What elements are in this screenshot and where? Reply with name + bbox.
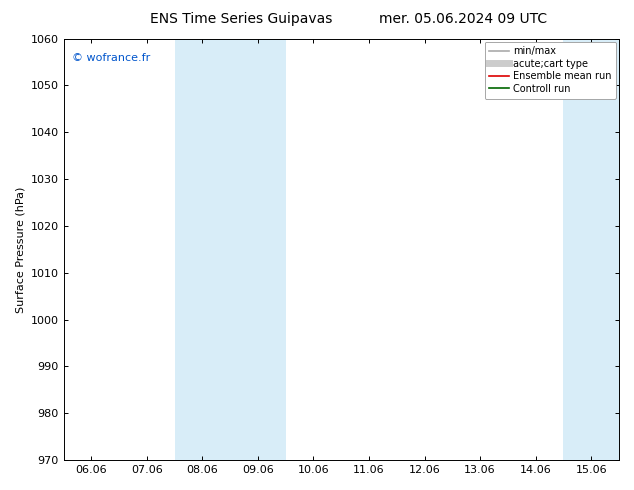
Legend: min/max, acute;cart type, Ensemble mean run, Controll run: min/max, acute;cart type, Ensemble mean … [484, 42, 616, 98]
Text: mer. 05.06.2024 09 UTC: mer. 05.06.2024 09 UTC [378, 12, 547, 26]
Y-axis label: Surface Pressure (hPa): Surface Pressure (hPa) [15, 186, 25, 313]
Bar [564, 39, 619, 460]
Text: © wofrance.fr: © wofrance.fr [72, 53, 150, 63]
Bar [174, 39, 286, 460]
Text: ENS Time Series Guipavas: ENS Time Series Guipavas [150, 12, 332, 26]
